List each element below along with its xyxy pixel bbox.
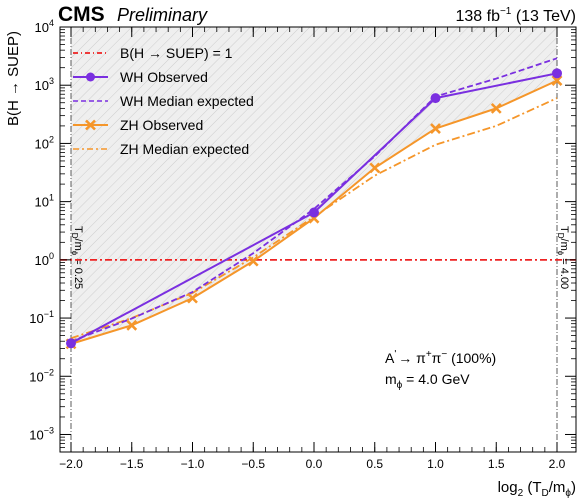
legend-wh-obs-marker [86,72,95,82]
y-tick-label: 104 [35,18,54,35]
zh-observed-point [126,319,138,331]
wh-observed-point [430,93,441,104]
wh-observed-point [552,68,562,79]
x-tick-label: 0.0 [306,457,323,471]
legend: B(H → SUEP) = 1 WH Observed WH Median ex… [73,45,254,157]
x-tick-label: −0.5 [241,457,265,471]
axis-layer: −2.0 −1.5 −1.0 −0.5 0.0 0.5 1.0 1.5 2.0 10−3 10−2 1… [29,18,576,471]
excluded-region [71,27,557,344]
y-tick-label: 101 [35,193,54,210]
x-axis-title: log2 (TD/mϕ) [498,479,576,499]
decay-annotation: A' → π+π− (100%) [385,349,496,366]
legend-wh-obs-label: WH Observed [120,69,208,85]
x-tick-label: −1.0 [181,457,205,471]
legend-zh-exp-label: ZH Median expected [120,141,249,157]
wh-observed-point [309,207,319,218]
mass-annotation: mϕ = 4.0 GeV [385,371,470,391]
wh-observed-point [66,338,76,349]
zh-observed-point [369,162,381,174]
y-tick-label: 10−1 [29,309,54,326]
luminosity-label: 138 fb−1 (13 TeV) [455,6,576,25]
zh-observed-point [490,102,502,114]
right-bound-label: TD/mϕ = 4.00 [556,226,570,289]
legend-wh-exp-label: WH Median expected [120,93,254,109]
legend-zh-obs-marker [85,119,96,131]
zh-observed-point [430,123,441,134]
y-tick-label: 100 [35,251,54,268]
wh-observed-line [70,72,558,345]
plot-frame [59,26,577,453]
y-tick-label: 102 [35,134,54,151]
x-tick-label: 1.5 [488,457,505,471]
x-tick-label: −1.5 [120,457,144,471]
left-bound-label: TD/mϕ = 0.25 [70,226,84,289]
x-tick-label: −2.0 [59,457,83,471]
series-layer [65,57,563,350]
x-tick-label: 2.0 [549,457,566,471]
y-axis-title: B(H → SUEP) [5,31,22,126]
y-tick-label: 10−2 [29,367,54,384]
zh-observed-point [551,75,563,87]
legend-ref-label: B(H → SUEP) = 1 [120,45,233,61]
status-label: Preliminary [117,5,208,25]
y-tick-label: 103 [35,76,54,93]
zh-observed-point [247,255,259,267]
x-tick-label: 1.0 [427,457,444,471]
zh-observed-point [187,292,198,304]
x-tick-label: 0.5 [366,457,383,471]
experiment-label: CMS [58,3,105,26]
wh-median-expected-line [70,57,558,343]
y-tick-label: 10−3 [29,425,54,442]
legend-zh-obs-label: ZH Observed [120,117,203,133]
